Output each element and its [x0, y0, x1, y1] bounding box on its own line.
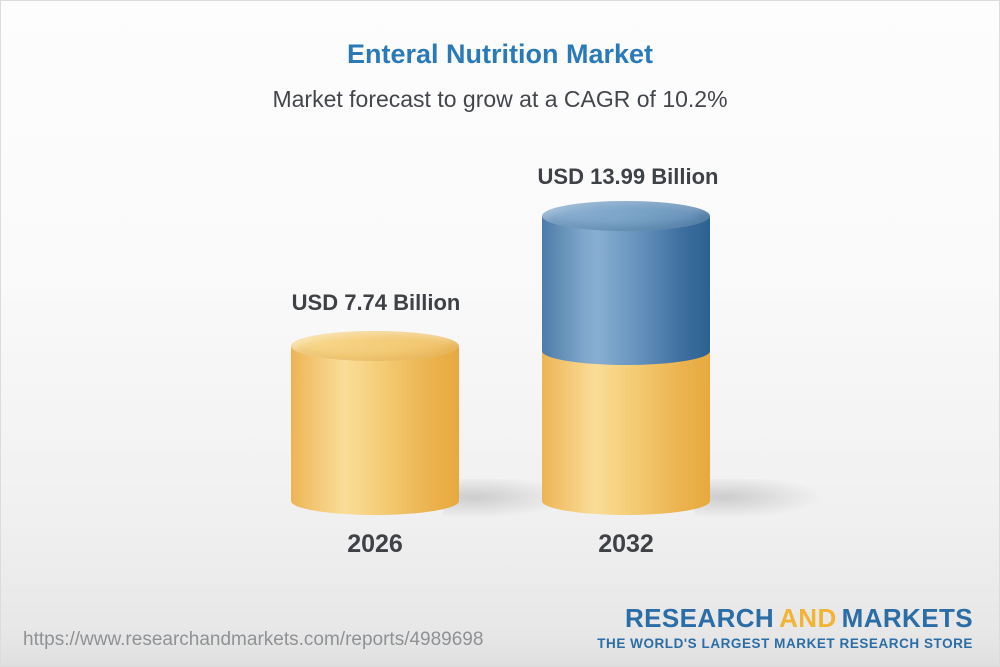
value-label-2032: USD 13.99 Billion: [537, 164, 719, 189]
logo-wordmark: RESEARCH AND MARKETS: [597, 603, 973, 634]
research-and-markets-logo: RESEARCH AND MARKETS THE WORLD'S LARGEST M…: [597, 603, 973, 652]
bar-2032-base-segment: [542, 351, 710, 515]
bar-2032-growth-segment: [542, 216, 710, 365]
logo-word-markets: MARKETS: [841, 603, 973, 633]
bar-2032-cylinder-top: [542, 201, 710, 231]
bar-2026-cylinder-body: [291, 346, 459, 515]
logo-tagline: THE WORLD'S LARGEST MARKET RESEARCH STOR…: [597, 635, 973, 651]
category-label-2032: 2032: [598, 530, 654, 558]
logo-word-and: AND: [779, 603, 837, 633]
bar-2032-shadow: [694, 479, 826, 519]
category-label-2026: 2026: [347, 530, 403, 558]
logo-word-research: RESEARCH: [625, 603, 775, 633]
page-subtitle: Market forecast to grow at a CAGR of 10.…: [272, 86, 728, 112]
report-url: https://www.researchandmarkets.com/repor…: [23, 629, 484, 650]
value-label-2026: USD 7.74 Billion: [291, 290, 461, 315]
bar-2026-cylinder-top: [291, 331, 459, 361]
page-title: Enteral Nutrition Market: [346, 39, 654, 69]
